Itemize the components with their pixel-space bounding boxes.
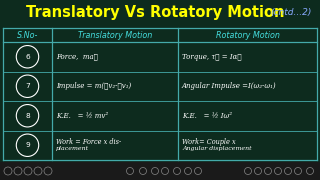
Text: 7: 7 [25, 83, 30, 89]
Text: Force,  ma⃗: Force, ma⃗ [56, 53, 98, 61]
Text: (cntd...2): (cntd...2) [270, 8, 312, 17]
Text: Rotatory Motion: Rotatory Motion [215, 30, 279, 39]
Text: K.E.   = ½ mv²: K.E. = ½ mv² [56, 112, 108, 120]
Text: 6: 6 [25, 54, 30, 60]
Text: 9: 9 [25, 142, 30, 148]
Text: Torque, τ⃗ = Iα⃗: Torque, τ⃗ = Iα⃗ [182, 53, 242, 61]
Text: Angular Impulse =I(ω₂-ω₁): Angular Impulse =I(ω₂-ω₁) [182, 82, 276, 90]
Text: placement: placement [56, 146, 89, 151]
Text: S.No-: S.No- [17, 30, 38, 39]
Text: 8: 8 [25, 113, 30, 119]
Text: Translatory Vs Rotatory Motion: Translatory Vs Rotatory Motion [26, 4, 284, 19]
Text: Work = Force x dis-: Work = Force x dis- [56, 138, 121, 146]
Text: Translatory Motion: Translatory Motion [78, 30, 152, 39]
Text: Impulse = m(⃗v₂-⃗v₁): Impulse = m(⃗v₂-⃗v₁) [56, 82, 131, 90]
Text: Work= Couple x: Work= Couple x [182, 138, 236, 146]
Text: Angular displacement: Angular displacement [182, 146, 252, 151]
Text: K.E.   = ½ Iω²: K.E. = ½ Iω² [182, 112, 232, 120]
